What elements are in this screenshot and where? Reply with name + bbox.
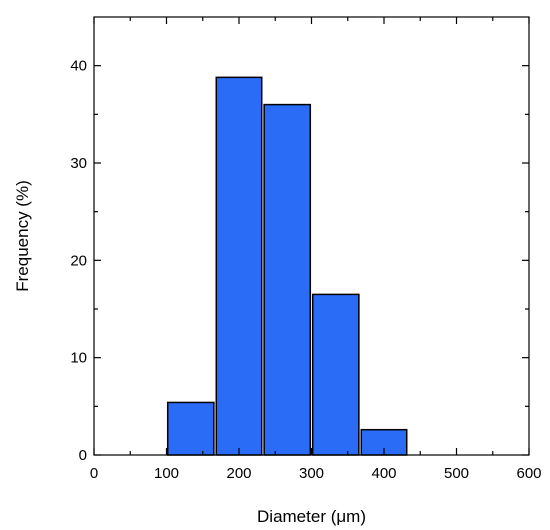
x-tick-label: 600 (516, 465, 541, 482)
y-tick-label: 10 (70, 350, 87, 367)
histogram-bar-4 (311, 293, 360, 456)
bars-group (166, 76, 408, 456)
y-tick-label: 0 (79, 447, 87, 464)
y-tick-label: 40 (70, 58, 87, 75)
ticks-group (93, 17, 530, 456)
histogram-bar-3 (263, 103, 312, 456)
x-tick-label: 400 (371, 465, 396, 482)
x-tick-label: 0 (90, 465, 98, 482)
x-tick-label: 100 (154, 465, 179, 482)
y-tick-label: 30 (70, 155, 87, 172)
plot-frame (93, 16, 530, 456)
x-axis-title: Diameter (μm) (257, 507, 366, 526)
y-tick-label: 20 (70, 252, 87, 269)
x-tick-label: 200 (226, 465, 251, 482)
histogram-bar-2 (215, 76, 263, 456)
y-axis-title: Frequency (%) (13, 180, 32, 291)
x-tick-label: 500 (444, 465, 469, 482)
tick-labels-group: 0 100 200 300 400 500 600 0 10 20 30 40 (70, 58, 541, 482)
histogram-bar-1 (166, 401, 215, 456)
x-tick-label: 300 (299, 465, 324, 482)
